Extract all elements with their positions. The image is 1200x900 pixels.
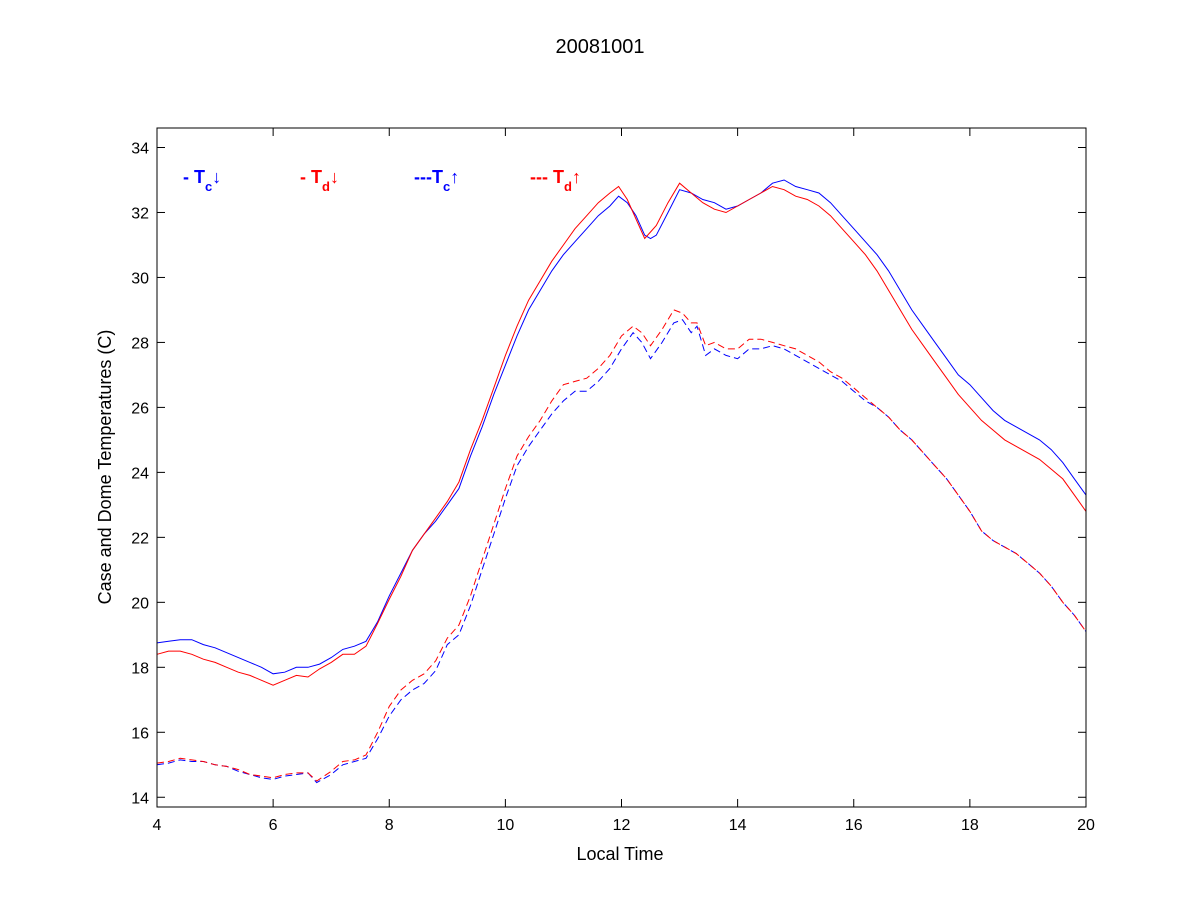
y-tick-label: 30 — [131, 270, 149, 287]
y-tick-label: 24 — [131, 465, 149, 482]
x-axis: 4 6 8 10 12 14 16 18 20 — [153, 128, 1095, 834]
series-line-1 — [156, 179, 1087, 675]
x-tick-label: 18 — [961, 817, 979, 834]
y-tick-label: 18 — [131, 660, 149, 677]
x-tick-label: 4 — [153, 817, 162, 834]
series-line-2 — [156, 182, 1087, 686]
legend: - Tc↓ - Td↓ ---Tc↑ --- Td↑ — [183, 167, 581, 194]
x-tick-label: 20 — [1077, 817, 1095, 834]
x-tick-label: 12 — [613, 817, 631, 834]
x-tick-label: 8 — [385, 817, 394, 834]
y-tick-label: 16 — [131, 725, 149, 742]
y-tick-label: 32 — [131, 205, 149, 222]
legend-item-1: - Tc↓ — [183, 167, 221, 194]
x-tick-label: 10 — [496, 817, 514, 834]
legend-item-4: --- Td↑ — [530, 167, 581, 194]
y-tick-label: 26 — [131, 400, 149, 417]
y-axis: 14 16 18 20 22 24 26 28 30 32 34 — [131, 140, 1086, 807]
x-tick-label: 14 — [729, 817, 747, 834]
chart-title: 20081001 — [556, 36, 645, 58]
y-tick-label: 28 — [131, 335, 149, 352]
y-axis-label: Case and Dome Temperatures (C) — [95, 330, 115, 605]
legend-item-3: ---Tc↑ — [414, 167, 459, 194]
y-tick-label: 14 — [131, 790, 149, 807]
plot-area — [156, 179, 1087, 784]
x-axis-label: Local Time — [576, 844, 663, 864]
series-line-4 — [156, 309, 1087, 782]
y-tick-label: 20 — [131, 595, 149, 612]
y-tick-label: 22 — [131, 530, 149, 547]
y-tick-label: 34 — [131, 140, 149, 157]
x-tick-label: 6 — [269, 817, 278, 834]
x-tick-label: 16 — [845, 817, 863, 834]
legend-item-2: - Td↓ — [300, 167, 339, 194]
